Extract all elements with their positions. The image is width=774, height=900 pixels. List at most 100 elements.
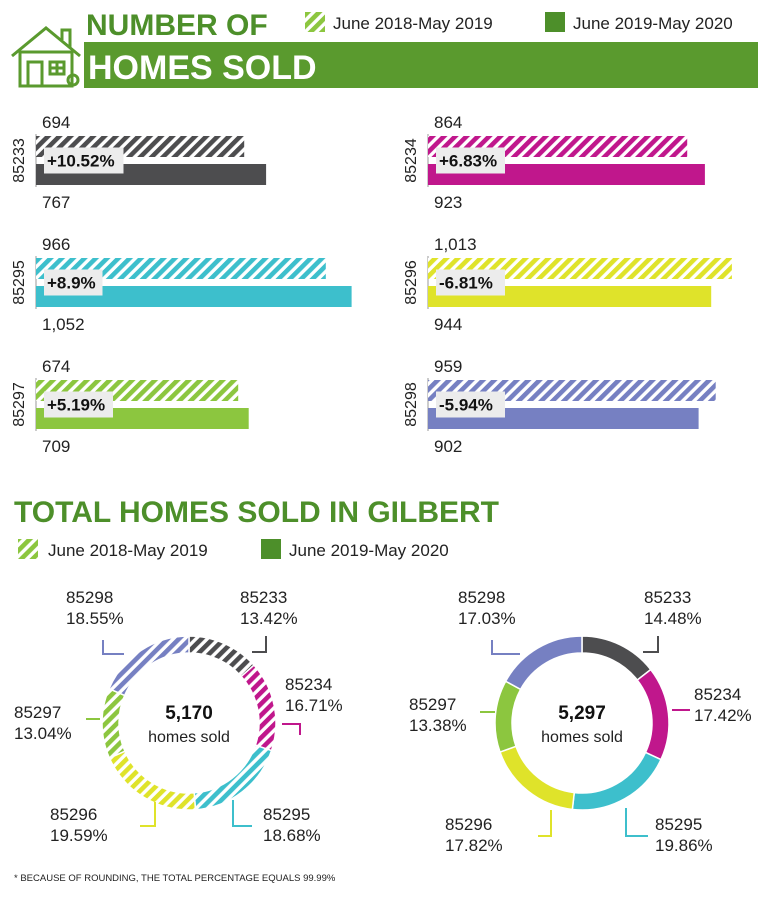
bar-value-85233-2018: 694: [42, 113, 70, 132]
legend-label-period2-2: June 2019-May 2020: [289, 541, 449, 560]
bar-value-85297-2019: 709: [42, 437, 70, 456]
bar-85295-2019: [36, 286, 352, 307]
bar-group-85297: 674 709 85297 +5.19%: [11, 357, 249, 456]
donut-slice-left-85233: [188, 635, 256, 678]
legend-top: June 2018-May 2019 June 2019-May 2020: [305, 12, 733, 33]
header-title-line1: NUMBER OF: [86, 9, 268, 42]
donut-zip-right-85296: 85296: [445, 815, 492, 834]
donut-pct-right-85297: 13.38%: [409, 716, 467, 735]
bar-zip-label-85295: 85295: [11, 260, 28, 305]
bar-zip-label-85234: 85234: [403, 138, 420, 183]
bar-value-85234-2018: 864: [434, 113, 462, 132]
donut-leader-left-85234: [282, 723, 301, 735]
donut-zip-right-85298: 85298: [458, 588, 505, 607]
house-icon: [11, 26, 81, 88]
donut-slice-left-85298: [108, 635, 190, 697]
donut-slice-right-85234: [636, 668, 670, 761]
donut-zip-left-85234: 85234: [285, 675, 332, 694]
donut-slice-right-85296: [499, 745, 576, 811]
bar-zip-label-85233: 85233: [11, 138, 28, 183]
change-value-85295: +8.9%: [47, 274, 96, 293]
donut-pct-right-85295: 19.86%: [655, 836, 713, 855]
bar-zip-label-85298: 85298: [403, 382, 420, 427]
change-badge-85296: [436, 269, 505, 296]
donut-zip-left-85233: 85233: [240, 588, 287, 607]
donut-zip-right-85234: 85234: [694, 685, 741, 704]
bar-85295-2018: [36, 258, 326, 279]
donut-leader-left-85295: [232, 800, 252, 827]
donut-center-value-right: 5,297: [558, 703, 606, 724]
donut-pct-left-85234: 16.71%: [285, 696, 343, 715]
change-badge-85297: [44, 391, 113, 418]
donut-slice-left-85297: [101, 687, 126, 760]
donut-charts: 85233 13.42% 85234 16.71% 85295 18.68% 85296 19…: [14, 588, 752, 855]
bar-value-85296-2019: 944: [434, 315, 462, 334]
donut-leader-right-85296: [538, 810, 552, 837]
header: NUMBER OF HOMES SOLD: [11, 9, 758, 88]
donut-leader-right-85233: [643, 636, 659, 653]
header-title-line2: HOMES SOLD: [88, 49, 317, 87]
change-badge-85233: [44, 147, 124, 174]
donut-slice-left-85234: [240, 664, 277, 752]
donut-right: 85233 14.48% 85234 17.42% 85295 19.86% 85296 17…: [409, 588, 752, 855]
bar-group-85234: 864 923 85234 +6.83%: [403, 113, 705, 212]
bar-value-85233-2019: 767: [42, 193, 70, 212]
bar-zip-label-85296: 85296: [403, 260, 420, 305]
donut-zip-left-85298: 85298: [66, 588, 113, 607]
bar-group-85233: 694 767 85233 +10.52%: [11, 113, 267, 212]
donut-slice-right-85298: [504, 635, 583, 691]
donut-slice-right-85297: [494, 680, 522, 753]
bar-chart: 694 767 85233 +10.52% 864 923 85234 +6.83% 966 1,…: [11, 113, 732, 456]
change-badge-85295: [44, 269, 103, 296]
bar-value-85295-2019: 1,052: [42, 315, 85, 334]
bar-value-85297-2018: 674: [42, 357, 70, 376]
legend-label-period2: June 2019-May 2020: [573, 14, 733, 33]
donut-slice-right-85233: [581, 635, 652, 682]
donut-zip-right-85233: 85233: [644, 588, 691, 607]
change-value-85297: +5.19%: [47, 396, 105, 415]
total-section: TOTAL HOMES SOLD IN GILBERT June 2018-Ma…: [14, 496, 499, 560]
donut-pct-right-85298: 17.03%: [458, 609, 516, 628]
legend-swatch-hatched: [305, 12, 325, 32]
donut-leader-left-85233: [252, 636, 267, 653]
donut-left: 85233 13.42% 85234 16.71% 85295 18.68% 85296 19…: [14, 588, 343, 845]
donut-pct-right-85234: 17.42%: [694, 706, 752, 725]
bar-value-85295-2018: 966: [42, 235, 70, 254]
donut-center-value-left: 5,170: [165, 703, 213, 724]
donut-zip-left-85296: 85296: [50, 805, 97, 824]
bar-group-85295: 966 1,052 85295 +8.9%: [11, 235, 352, 334]
donut-pct-right-85233: 14.48%: [644, 609, 702, 628]
donut-pct-left-85297: 13.04%: [14, 724, 72, 743]
donut-pct-right-85296: 17.82%: [445, 836, 503, 855]
change-value-85233: +10.52%: [47, 152, 115, 171]
bar-group-85296: 1,013 944 85296 -6.81%: [403, 235, 732, 334]
donut-leader-right-85295: [625, 808, 648, 837]
change-value-85298: -5.94%: [439, 396, 493, 415]
bar-value-85234-2019: 923: [434, 193, 462, 212]
donut-slice-left-85296: [108, 750, 197, 811]
change-badge-85234: [436, 147, 505, 174]
change-value-85296: -6.81%: [439, 274, 493, 293]
donut-zip-left-85297: 85297: [14, 703, 61, 722]
change-badge-85298: [436, 391, 505, 418]
donut-zip-right-85297: 85297: [409, 695, 456, 714]
donut-slice-right-85295: [571, 751, 662, 811]
legend-swatch-solid: [545, 12, 565, 32]
donut-center-text-right: homes sold: [541, 729, 623, 746]
donut-pct-left-85295: 18.68%: [263, 826, 321, 845]
legend-label-period1-2: June 2018-May 2019: [48, 541, 208, 560]
legend-label-period1: June 2018-May 2019: [333, 14, 493, 33]
total-title: TOTAL HOMES SOLD IN GILBERT: [14, 496, 499, 529]
donut-pct-left-85296: 19.59%: [50, 826, 108, 845]
legend-swatch-hatched-2: [18, 539, 38, 559]
donut-leader-right-85298: [491, 640, 520, 655]
bar-group-85298: 959 902 85298 -5.94%: [403, 357, 716, 456]
change-value-85234: +6.83%: [439, 152, 497, 171]
donut-center-text-left: homes sold: [148, 729, 230, 746]
footnote: * BECAUSE OF ROUNDING, THE TOTAL PERCENT…: [14, 873, 336, 884]
donut-zip-right-85295: 85295: [655, 815, 702, 834]
legend-swatch-solid-2: [261, 539, 281, 559]
bar-value-85298-2019: 902: [434, 437, 462, 456]
bar-value-85296-2018: 1,013: [434, 235, 477, 254]
